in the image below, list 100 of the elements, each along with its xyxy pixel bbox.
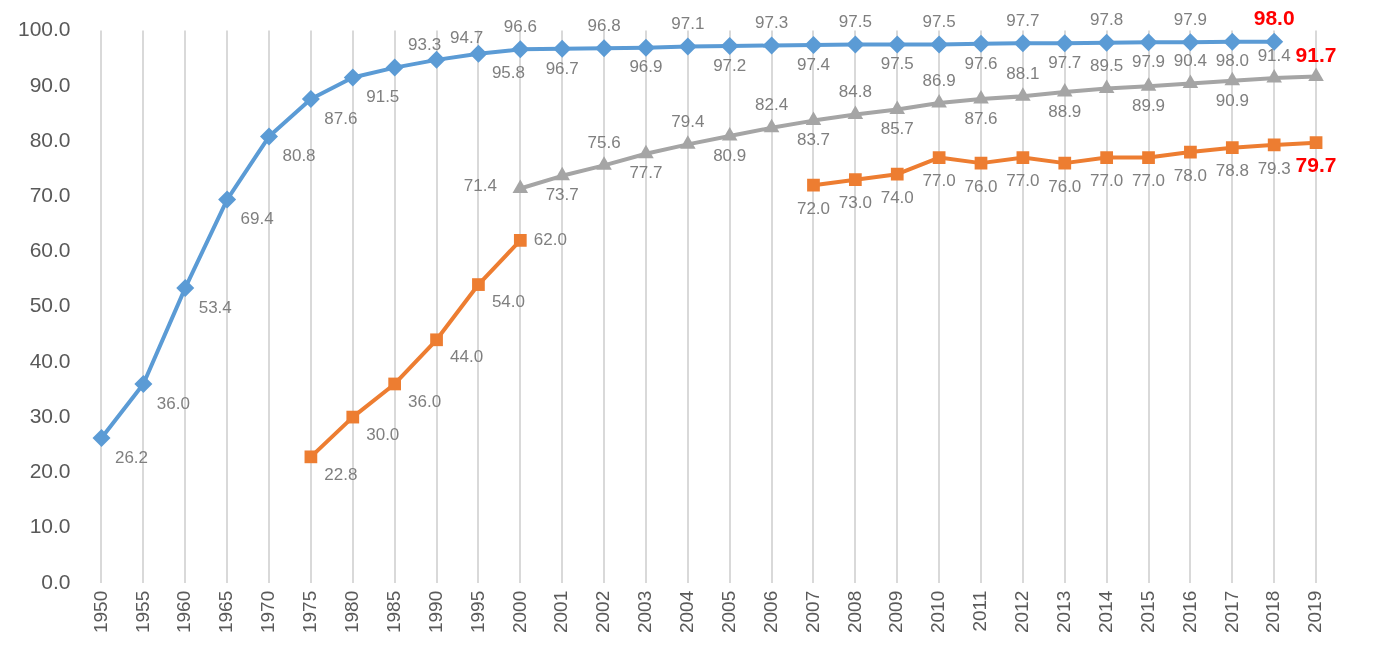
point	[304, 450, 318, 464]
point	[513, 234, 527, 247]
data-label: 83.7	[796, 130, 831, 150]
point	[638, 144, 654, 159]
point	[805, 111, 822, 126]
y-tick-label: 30.0	[29, 403, 71, 427]
point	[1225, 141, 1239, 155]
point	[1139, 33, 1158, 52]
point	[804, 35, 823, 54]
x-tick-label: 2007	[801, 590, 823, 634]
data-label: 80.8	[282, 146, 316, 166]
point	[343, 68, 362, 87]
data-label: 77.0	[1006, 171, 1040, 191]
point	[1058, 156, 1072, 170]
data-label: 77.0	[1090, 171, 1124, 191]
y-tick-label: 100.0	[17, 17, 71, 41]
data-label: 75.6	[587, 133, 621, 153]
x-tick-label: 2011	[969, 590, 991, 632]
point	[720, 37, 739, 56]
point	[388, 377, 402, 391]
point	[889, 100, 906, 115]
point	[134, 374, 153, 393]
point	[176, 278, 195, 297]
data-label: 97.5	[880, 54, 914, 74]
point	[763, 118, 780, 133]
y-tick-label: 50.0	[29, 293, 71, 317]
data-label: 78.0	[1173, 165, 1207, 185]
data-label: 62.0	[533, 230, 567, 250]
point	[301, 90, 320, 109]
data-label: 71.4	[463, 176, 497, 196]
y-tick-label: 90.0	[29, 72, 71, 96]
x-tick-label: 2002	[592, 590, 614, 634]
data-label: 90.9	[1215, 90, 1249, 110]
y-tick-label: 80.0	[29, 127, 71, 151]
data-label: 53.4	[198, 297, 232, 317]
data-label: 89.5	[1090, 56, 1124, 76]
point	[511, 40, 530, 59]
y-tick-label: 0.0	[41, 569, 71, 593]
data-label: 96.9	[629, 57, 663, 77]
data-label: 87.6	[964, 108, 998, 128]
x-tick-label: 2014	[1094, 590, 1116, 634]
data-label: 69.4	[240, 209, 274, 229]
x-tick-label: 1965	[215, 590, 237, 634]
x-tick-label: 1975	[299, 590, 321, 634]
data-label: 91.5	[366, 87, 400, 107]
x-tick-label: 2012	[1011, 590, 1033, 634]
x-tick-label: 1960	[173, 590, 195, 634]
x-tick-label: 2019	[1304, 590, 1326, 634]
point	[553, 39, 572, 58]
point	[512, 179, 529, 194]
data-label: 96.7	[545, 58, 579, 78]
point	[554, 166, 570, 181]
point	[1267, 138, 1281, 152]
point	[972, 34, 991, 53]
data-label: 77.0	[1131, 171, 1166, 191]
point	[973, 90, 989, 104]
point	[1097, 33, 1116, 52]
point	[1181, 33, 1200, 52]
data-label: 76.0	[1048, 176, 1082, 196]
point	[1098, 79, 1115, 94]
point	[1308, 67, 1324, 81]
point	[678, 37, 697, 56]
point	[807, 178, 820, 192]
x-tick-label: 1980	[341, 590, 363, 634]
point	[1100, 151, 1114, 164]
point	[1140, 77, 1157, 91]
point	[1055, 34, 1074, 53]
data-label: 97.9	[1131, 51, 1166, 71]
point	[1223, 32, 1242, 51]
data-label: 30.0	[366, 424, 400, 444]
data-label: 54.0	[491, 292, 525, 312]
data-label: 90.4	[1173, 51, 1207, 71]
point	[1056, 82, 1073, 97]
data-label: 36.0	[156, 393, 190, 413]
x-tick-label: 1955	[131, 590, 153, 634]
data-label: 36.0	[408, 391, 442, 411]
point	[218, 190, 237, 209]
point	[1184, 145, 1197, 159]
data-label: 44.0	[450, 347, 484, 367]
data-label: 87.6	[324, 108, 358, 128]
data-label: 97.2	[713, 55, 747, 75]
data-label: 95.8	[491, 63, 525, 83]
point	[1266, 69, 1282, 83]
x-tick-label: 1990	[424, 590, 446, 634]
x-tick-label: 2006	[759, 590, 781, 634]
point	[849, 173, 862, 187]
x-tick-label: 2013	[1053, 590, 1074, 634]
data-label: 82.4	[755, 95, 789, 115]
point	[1182, 74, 1199, 89]
point	[890, 167, 904, 181]
point	[846, 35, 865, 54]
point	[762, 36, 781, 55]
data-label: 91.7	[1295, 43, 1337, 67]
point	[932, 151, 946, 164]
data-label: 26.2	[114, 447, 149, 467]
data-label: 78.8	[1215, 161, 1249, 181]
data-label: 97.9	[1173, 9, 1207, 29]
data-label: 73.7	[545, 185, 579, 205]
point	[721, 127, 738, 141]
y-tick-label: 70.0	[29, 183, 71, 207]
